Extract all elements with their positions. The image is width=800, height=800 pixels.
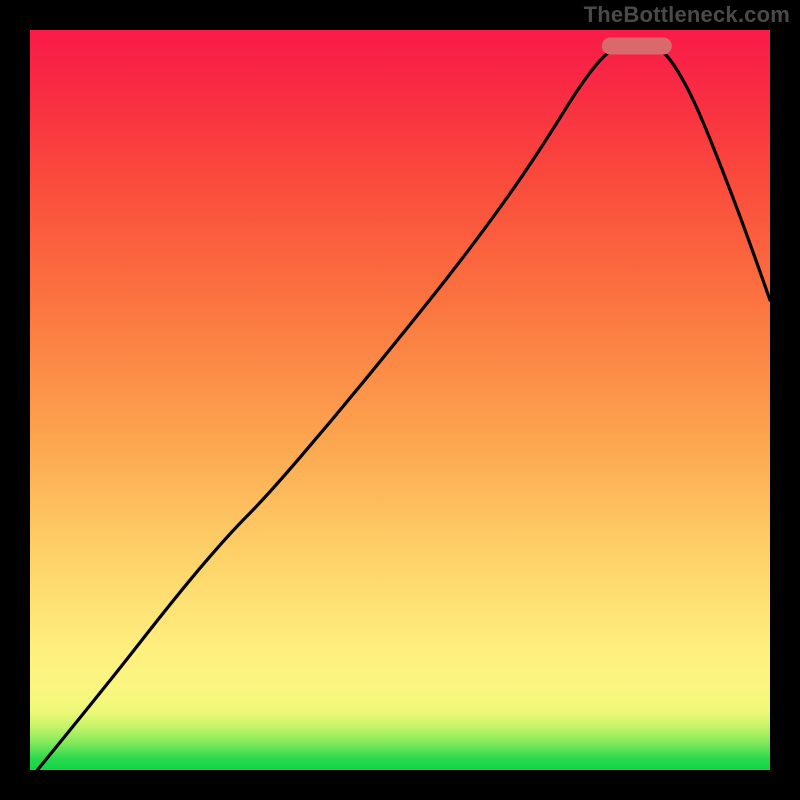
curve-path — [37, 45, 770, 770]
plot-area — [30, 30, 770, 770]
optimal-marker — [602, 38, 672, 55]
bottleneck-curve — [30, 30, 770, 770]
chart-frame: TheBottleneck.com — [0, 0, 800, 800]
attribution-text: TheBottleneck.com — [584, 2, 790, 28]
